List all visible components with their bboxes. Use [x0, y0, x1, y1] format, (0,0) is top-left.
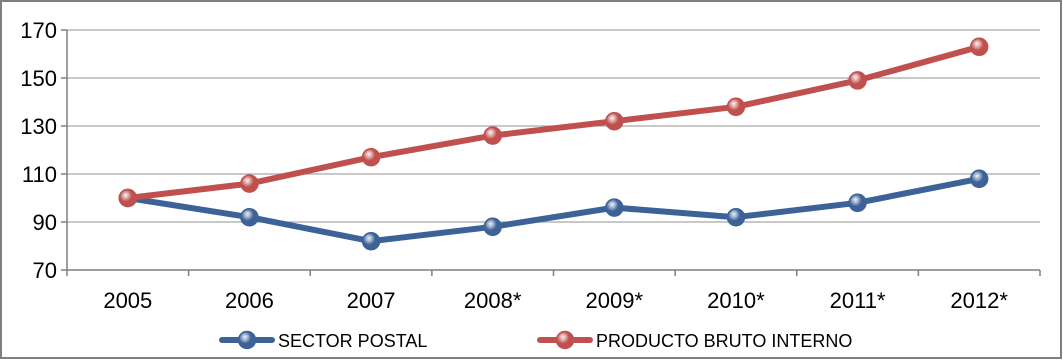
legend-marker — [555, 330, 575, 350]
x-tick-label: 2011* — [830, 288, 886, 313]
data-point — [726, 97, 746, 117]
data-point — [483, 126, 502, 145]
y-tick-label: 170 — [20, 18, 57, 43]
data-point — [848, 71, 867, 90]
x-tick-label: 2005 — [103, 288, 152, 313]
data-point — [605, 111, 624, 131]
data-point — [118, 188, 138, 208]
data-point — [848, 193, 867, 213]
x-tick-label: 2007 — [347, 288, 396, 313]
y-tick-label: 150 — [20, 66, 57, 91]
y-tick-label: 110 — [22, 162, 57, 187]
x-tick-label: 2006 — [225, 288, 274, 313]
legend: SECTOR POSTAL PRODUCTO BRUTO INTERNO — [219, 330, 852, 351]
x-tick-label: 2008* — [464, 288, 522, 313]
x-tick-label: 2010* — [707, 288, 765, 313]
x-tick-label: 2009* — [586, 288, 644, 313]
legend-label: SECTOR POSTAL — [278, 331, 427, 351]
data-point — [240, 207, 259, 227]
data-point — [361, 147, 381, 167]
y-tick-label: 70 — [33, 258, 57, 283]
legend-label: PRODUCTO BRUTO INTERNO — [596, 331, 852, 351]
series-line-producto-bruto-interno — [124, 43, 983, 201]
data-point — [605, 198, 624, 217]
legend-marker — [237, 330, 257, 350]
x-tick-labels: 2005 2006 2007 2008* 2009* 2010* 2011* 2012* — [103, 288, 1008, 313]
y-tick-label: 90 — [33, 210, 57, 235]
y-tick-labels: 70 90 110 130 150 170 — [20, 18, 57, 283]
data-point — [726, 207, 746, 227]
data-point — [361, 231, 381, 251]
data-point — [483, 217, 502, 237]
data-point — [240, 174, 259, 193]
data-point — [969, 169, 989, 189]
data-point — [969, 37, 989, 57]
y-tick-label: 130 — [20, 114, 57, 139]
axes — [61, 29, 1041, 276]
series-line-sector-postal — [124, 175, 983, 245]
series-lines — [118, 37, 989, 251]
x-tick-label: 2012* — [950, 288, 1008, 313]
